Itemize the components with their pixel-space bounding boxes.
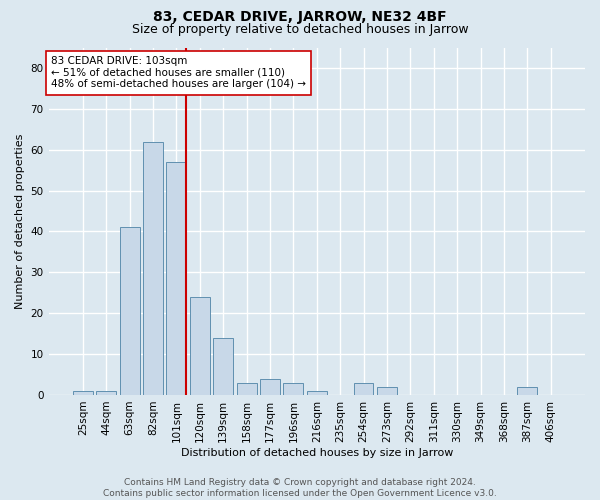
Bar (260, 378, 280, 395)
Bar (283, 382, 304, 395)
Bar (73, 391, 93, 395)
Bar (143, 142, 163, 395)
Text: 83, CEDAR DRIVE, JARROW, NE32 4BF: 83, CEDAR DRIVE, JARROW, NE32 4BF (153, 10, 447, 24)
Bar (377, 387, 397, 395)
X-axis label: Distribution of detached houses by size in Jarrow: Distribution of detached houses by size … (181, 448, 453, 458)
Text: Contains HM Land Registry data © Crown copyright and database right 2024.
Contai: Contains HM Land Registry data © Crown c… (103, 478, 497, 498)
Text: 83 CEDAR DRIVE: 103sqm
← 51% of detached houses are smaller (110)
48% of semi-de: 83 CEDAR DRIVE: 103sqm ← 51% of detached… (51, 56, 306, 90)
Bar (517, 387, 537, 395)
Bar (120, 228, 140, 395)
Text: Size of property relative to detached houses in Jarrow: Size of property relative to detached ho… (131, 22, 469, 36)
Bar (97, 391, 116, 395)
Bar (166, 162, 187, 395)
Bar (236, 382, 257, 395)
Bar (353, 382, 373, 395)
Bar (213, 338, 233, 395)
Y-axis label: Number of detached properties: Number of detached properties (15, 134, 25, 309)
Bar (190, 297, 210, 395)
Bar (307, 391, 327, 395)
